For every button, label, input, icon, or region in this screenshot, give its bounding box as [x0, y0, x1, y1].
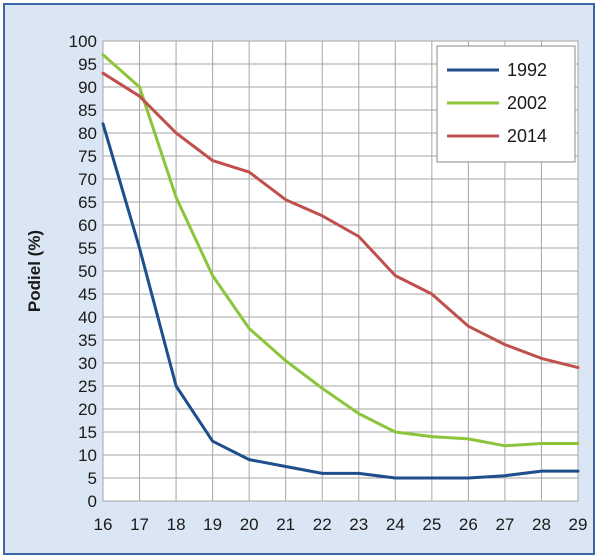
legend-label-2014: 2014: [507, 126, 547, 146]
x-tick-label: 27: [495, 515, 514, 534]
y-tick-label: 80: [78, 124, 97, 143]
y-tick-label: 55: [78, 239, 97, 258]
x-tick-label: 18: [167, 515, 186, 534]
legend-label-1992: 1992: [507, 60, 547, 80]
x-tick-label: 19: [203, 515, 222, 534]
x-tick-label: 29: [569, 515, 588, 534]
series-lines: [101, 53, 580, 480]
y-tick-label: 5: [88, 469, 97, 488]
y-tick-label: 75: [78, 147, 97, 166]
y-tick-label: 40: [78, 308, 97, 327]
legend: 1992 2002 2014: [436, 45, 576, 163]
x-tick-label: 16: [94, 515, 113, 534]
y-tick-label: 10: [78, 446, 97, 465]
x-tick-label: 28: [532, 515, 551, 534]
y-tick-label: 45: [78, 285, 97, 304]
x-tick-label: 23: [349, 515, 368, 534]
y-tick-label: 15: [78, 423, 97, 442]
legend-label-2002: 2002: [507, 93, 547, 113]
y-tick-label: 30: [78, 354, 97, 373]
x-tick-label: 17: [130, 515, 149, 534]
x-tick-label: 26: [459, 515, 478, 534]
y-tick-label: 90: [78, 78, 97, 97]
y-tick-label: 100: [69, 32, 97, 51]
x-tick-label: 21: [276, 515, 295, 534]
y-tick-label: 25: [78, 377, 97, 396]
y-tick-label: 50: [78, 262, 97, 281]
y-tick-label: 60: [78, 216, 97, 235]
y-tick-label: 85: [78, 101, 97, 120]
y-tick-label: 95: [78, 55, 97, 74]
x-tick-label: 22: [313, 515, 332, 534]
y-axis-ticks: 0 5 10 15 20 25 30 35 40 45 50 55 60 65 70 75 80 85 90 95 10…: [69, 32, 97, 511]
x-tick-label: 20: [240, 515, 259, 534]
x-axis-ticks: 16 17 18 19 20 21 22 23 24 25 26 27 28 29: [94, 515, 588, 534]
series-line-2014: [101, 71, 580, 370]
series-line-2002: [101, 53, 580, 448]
series-line-1992: [101, 122, 580, 480]
y-tick-label: 0: [88, 492, 97, 511]
y-tick-label: 65: [78, 193, 97, 212]
y-axis-title: Podiel (%): [25, 230, 44, 312]
y-tick-label: 20: [78, 400, 97, 419]
x-tick-label: 24: [386, 515, 405, 534]
y-tick-label: 70: [78, 170, 97, 189]
x-tick-label: 25: [422, 515, 441, 534]
y-tick-label: 35: [78, 331, 97, 350]
